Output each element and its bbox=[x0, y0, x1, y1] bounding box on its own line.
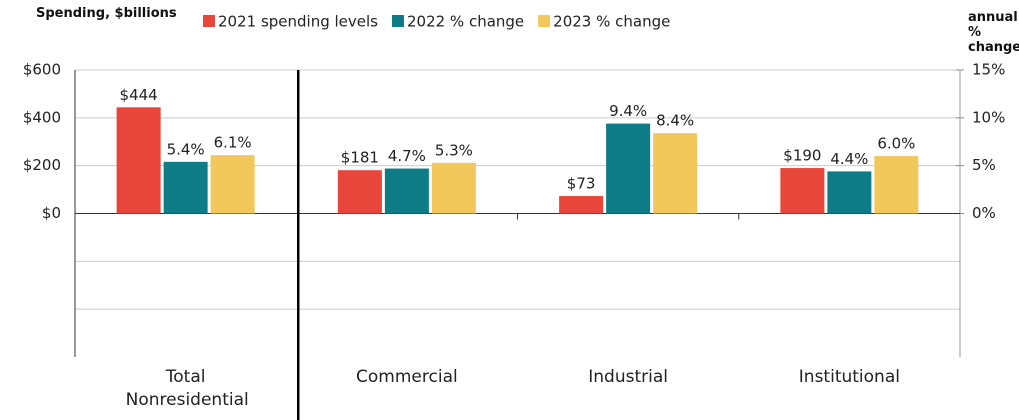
y2-tick-label: 0% bbox=[972, 204, 996, 222]
legend-swatch bbox=[538, 15, 551, 27]
value-label: $190 bbox=[783, 147, 821, 165]
y-axis-title: Spending, $billions bbox=[36, 6, 177, 21]
bar bbox=[384, 168, 429, 214]
legend-label: 2023 % change bbox=[553, 13, 670, 31]
legend-swatch bbox=[203, 15, 215, 27]
value-label: 8.4% bbox=[656, 112, 694, 130]
legend-label: 2021 spending levels bbox=[218, 13, 378, 31]
bar bbox=[780, 168, 825, 214]
y2-tick-label: 10% bbox=[972, 108, 1005, 126]
value-label: $181 bbox=[341, 149, 379, 167]
bar bbox=[337, 170, 382, 214]
legend-swatch bbox=[391, 15, 404, 27]
bar bbox=[827, 171, 872, 214]
y-tick-label: $0 bbox=[42, 204, 61, 222]
bar bbox=[606, 123, 651, 214]
value-label: 5.3% bbox=[435, 141, 473, 159]
value-label: 6.1% bbox=[214, 134, 252, 152]
value-label: 6.0% bbox=[877, 135, 915, 153]
bar bbox=[431, 162, 476, 214]
x-tick-label: Commercial bbox=[356, 367, 458, 387]
value-label: $73 bbox=[567, 175, 596, 193]
y-tick-label: $400 bbox=[23, 108, 61, 126]
y2-tick-label: 15% bbox=[972, 61, 1005, 79]
value-label: 5.4% bbox=[167, 140, 205, 158]
y-tick-label: $200 bbox=[23, 156, 61, 174]
x-tick-label: Institutional bbox=[798, 367, 900, 387]
x-tick-label: Industrial bbox=[588, 367, 668, 387]
y-tick-label: $600 bbox=[23, 61, 61, 79]
value-label: 4.4% bbox=[830, 150, 868, 168]
y2-axis-title: annual % change bbox=[968, 10, 1019, 55]
bar bbox=[559, 196, 604, 214]
value-label: 9.4% bbox=[609, 102, 647, 120]
value-label: 4.7% bbox=[388, 147, 426, 165]
bar bbox=[116, 107, 161, 214]
y2-tick-label: 5% bbox=[972, 156, 996, 174]
value-label: $444 bbox=[120, 86, 158, 104]
bar bbox=[653, 133, 698, 214]
legend-label: 2022 % change bbox=[407, 13, 524, 31]
bar bbox=[163, 161, 208, 214]
bar bbox=[210, 155, 255, 214]
x-tick-label: Total Nonresidential bbox=[125, 367, 249, 410]
bar bbox=[874, 156, 919, 214]
